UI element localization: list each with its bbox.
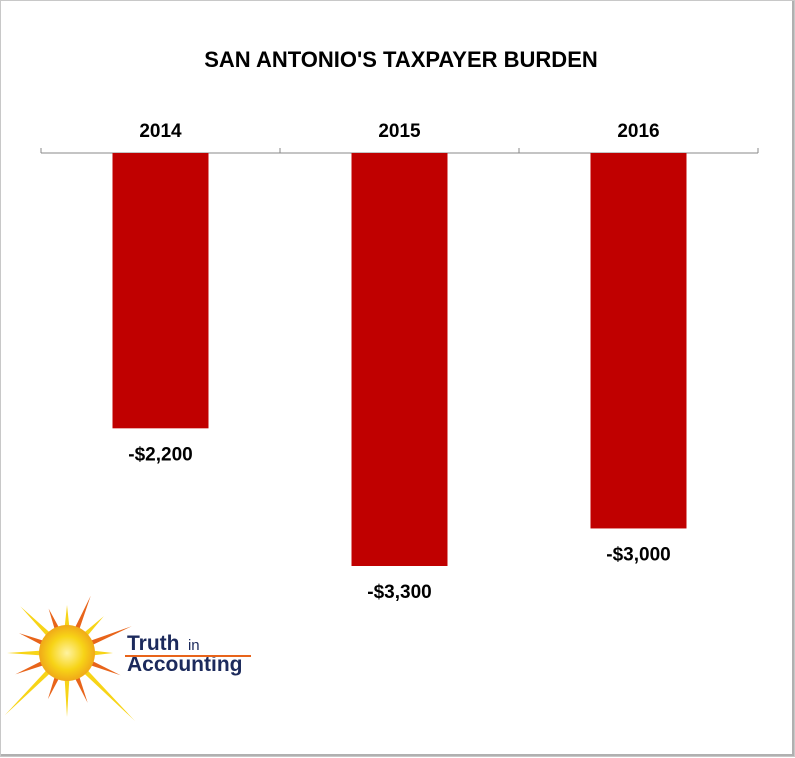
data-labels: -$2,200 -$3,300 -$3,000 [128, 444, 670, 603]
data-label-2014: -$2,200 [128, 444, 192, 465]
data-label-2016: -$3,000 [606, 544, 670, 565]
tick-label-2014: 2014 [139, 121, 182, 142]
bars [112, 153, 687, 566]
sun-ray [47, 676, 60, 700]
truth-in-accounting-logo: Truth in Accounting [4, 595, 251, 721]
tick-label-2016: 2016 [617, 121, 659, 142]
logo-line-1: Truth in [127, 632, 200, 655]
chart-title: SAN ANTONIO'S TAXPAYER BURDEN [204, 47, 598, 72]
sun-ray [64, 605, 70, 628]
data-label-2015: -$3,300 [367, 582, 431, 603]
bar-2016 [590, 153, 687, 529]
sun-ray [20, 606, 51, 637]
bar-2014 [112, 153, 209, 429]
sun-ray [74, 595, 91, 630]
tick-label-2015: 2015 [378, 121, 421, 142]
logo-line-2: Accounting [127, 653, 243, 676]
sun-ray [74, 676, 88, 703]
sun-ray [48, 608, 60, 630]
sun-ray [18, 633, 44, 646]
sun-ray [90, 626, 132, 646]
sun-ray [7, 650, 42, 656]
sun-ray [92, 650, 113, 656]
sun-ray [90, 660, 121, 676]
category-axis: 2014 2015 2016 [40, 121, 759, 154]
sun-icon [39, 625, 95, 681]
sun-rays-icon [4, 595, 135, 721]
sun-ray [83, 669, 135, 721]
sun-ray [15, 660, 44, 675]
sun-ray [64, 678, 70, 717]
bar-2015 [351, 153, 448, 566]
logo-word-truth: Truth [127, 632, 180, 655]
sun-ray [83, 616, 104, 637]
sun-ray [4, 669, 51, 716]
logo-word-in: in [188, 637, 200, 654]
